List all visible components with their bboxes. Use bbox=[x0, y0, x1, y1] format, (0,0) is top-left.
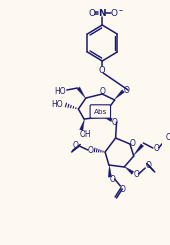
Text: –: – bbox=[118, 7, 123, 15]
Text: O: O bbox=[73, 140, 78, 149]
Text: HO: HO bbox=[54, 86, 66, 96]
Text: OH: OH bbox=[79, 130, 91, 138]
Text: HO: HO bbox=[52, 99, 63, 109]
Polygon shape bbox=[124, 167, 134, 174]
Text: O: O bbox=[123, 86, 129, 95]
Polygon shape bbox=[133, 144, 144, 156]
Text: Abs: Abs bbox=[94, 109, 107, 114]
Text: O: O bbox=[110, 9, 117, 17]
Text: O: O bbox=[119, 184, 125, 194]
Polygon shape bbox=[77, 87, 86, 98]
Polygon shape bbox=[102, 116, 112, 122]
FancyBboxPatch shape bbox=[90, 105, 110, 118]
Text: O: O bbox=[112, 118, 118, 126]
Text: O: O bbox=[110, 174, 116, 184]
Text: O: O bbox=[154, 144, 160, 152]
Text: O: O bbox=[134, 170, 140, 179]
Text: O: O bbox=[165, 133, 170, 142]
Text: O: O bbox=[130, 138, 136, 147]
Text: O: O bbox=[88, 146, 94, 155]
Text: N: N bbox=[98, 9, 106, 17]
Text: O: O bbox=[99, 87, 105, 96]
Text: O: O bbox=[88, 9, 95, 17]
Polygon shape bbox=[80, 119, 84, 131]
Text: O: O bbox=[145, 160, 151, 170]
Text: O: O bbox=[99, 65, 106, 74]
Polygon shape bbox=[108, 165, 112, 177]
Polygon shape bbox=[114, 90, 124, 100]
